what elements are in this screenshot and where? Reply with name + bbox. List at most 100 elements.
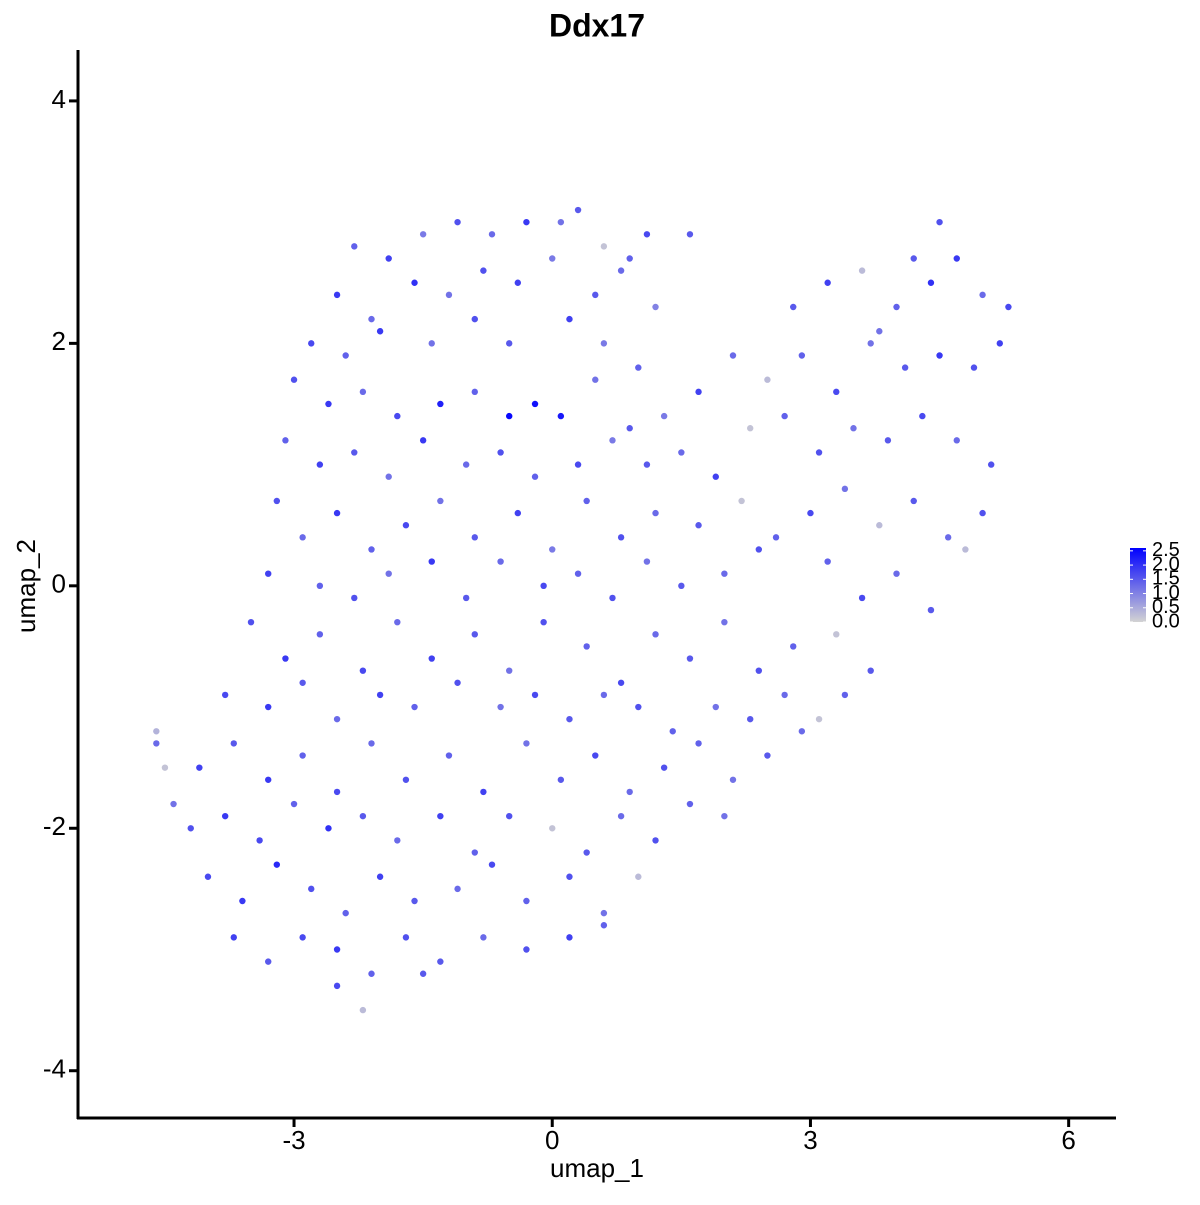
point: [617, 812, 625, 820]
point: [523, 946, 530, 953]
point: [514, 509, 522, 517]
point: [617, 534, 625, 541]
point: [652, 837, 659, 844]
point: [583, 643, 590, 650]
point: [678, 582, 685, 590]
point: [755, 667, 763, 674]
point: [798, 352, 806, 359]
point: [600, 909, 608, 917]
point: [411, 279, 418, 286]
point: [506, 812, 513, 820]
point: [566, 873, 573, 880]
point: [876, 522, 883, 529]
point: [462, 594, 470, 602]
point: [686, 655, 694, 662]
point: [721, 570, 728, 577]
point: [721, 618, 728, 626]
point: [531, 691, 539, 699]
chart-title: Ddx17: [549, 7, 645, 43]
point: [153, 728, 160, 735]
point: [712, 703, 719, 711]
point: [471, 849, 478, 856]
point: [359, 667, 367, 674]
point: [187, 825, 194, 832]
point: [523, 897, 530, 905]
point: [376, 328, 384, 335]
point: [308, 340, 315, 347]
point: [678, 449, 685, 456]
point: [376, 873, 384, 880]
point: [368, 315, 375, 323]
point: [901, 364, 909, 371]
point: [841, 485, 849, 493]
point: [755, 546, 763, 553]
point: [626, 255, 633, 262]
point: [927, 279, 935, 286]
point: [669, 728, 676, 735]
point: [428, 655, 435, 662]
point: [738, 497, 745, 505]
point: [325, 400, 332, 408]
point: [695, 740, 702, 747]
point: [342, 909, 349, 917]
colorbar-label: 1.5: [1152, 568, 1180, 590]
point: [437, 497, 444, 505]
point: [359, 1006, 367, 1014]
point: [368, 740, 375, 747]
point: [979, 509, 986, 517]
point: [936, 352, 943, 359]
y-axis-label: umap_2: [11, 539, 41, 633]
point: [841, 691, 849, 699]
point: [910, 497, 917, 505]
point: [419, 970, 427, 977]
point: [798, 728, 806, 735]
point: [316, 461, 324, 468]
point: [944, 534, 952, 541]
point: [996, 340, 1004, 347]
point: [815, 715, 823, 723]
point: [867, 340, 874, 347]
point: [557, 412, 565, 420]
point: [858, 267, 866, 274]
point: [342, 352, 349, 359]
point: [265, 703, 272, 711]
point: [660, 764, 668, 771]
point: [273, 861, 281, 868]
point: [333, 291, 341, 299]
point: [170, 800, 177, 808]
point: [282, 437, 289, 444]
point: [428, 558, 435, 565]
point: [480, 934, 487, 941]
point: [566, 934, 573, 941]
point: [979, 291, 986, 299]
point: [566, 315, 573, 323]
point: [600, 243, 608, 250]
point: [221, 812, 229, 820]
point: [574, 570, 582, 577]
point: [557, 218, 565, 226]
point: [936, 218, 943, 226]
point: [419, 437, 427, 444]
point: [592, 752, 599, 759]
point: [488, 861, 496, 868]
point: [540, 582, 547, 590]
point: [600, 922, 608, 929]
point: [643, 461, 651, 468]
point: [540, 618, 547, 626]
point: [333, 715, 341, 723]
point: [833, 631, 840, 638]
point: [316, 582, 324, 590]
point: [437, 958, 444, 965]
point: [290, 376, 298, 383]
point: [161, 764, 169, 771]
point: [454, 218, 461, 226]
point: [351, 243, 358, 250]
point: [583, 849, 590, 856]
point: [987, 461, 995, 468]
point: [686, 231, 694, 238]
point: [790, 643, 797, 650]
point: [437, 812, 444, 820]
point: [592, 376, 599, 383]
point: [239, 897, 246, 905]
